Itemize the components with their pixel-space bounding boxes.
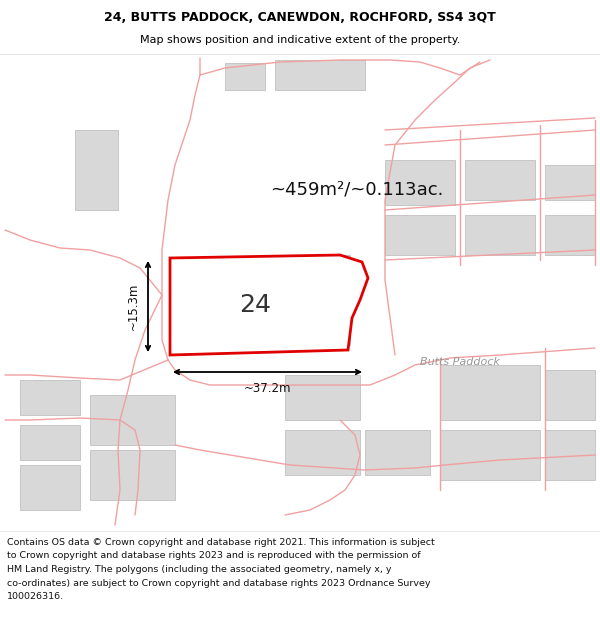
Text: 24, BUTTS PADDOCK, CANEWDON, ROCHFORD, SS4 3QT: 24, BUTTS PADDOCK, CANEWDON, ROCHFORD, S… <box>104 11 496 24</box>
Polygon shape <box>225 63 265 90</box>
Polygon shape <box>170 255 368 355</box>
Polygon shape <box>545 430 595 480</box>
Polygon shape <box>465 215 535 255</box>
Text: Butts Paddock: Butts Paddock <box>420 357 500 367</box>
Polygon shape <box>440 365 540 420</box>
Polygon shape <box>465 160 535 200</box>
Text: Contains OS data © Crown copyright and database right 2021. This information is : Contains OS data © Crown copyright and d… <box>7 538 435 547</box>
Polygon shape <box>90 450 175 500</box>
Polygon shape <box>365 430 430 475</box>
Text: ~37.2m: ~37.2m <box>244 382 291 395</box>
Polygon shape <box>440 430 540 480</box>
Polygon shape <box>385 215 455 255</box>
Text: ~15.3m: ~15.3m <box>127 282 140 330</box>
Polygon shape <box>20 425 80 460</box>
Polygon shape <box>300 305 350 345</box>
Polygon shape <box>90 395 175 445</box>
Text: ~459m²/~0.113ac.: ~459m²/~0.113ac. <box>270 181 443 199</box>
Text: HM Land Registry. The polygons (including the associated geometry, namely x, y: HM Land Registry. The polygons (includin… <box>7 565 392 574</box>
Polygon shape <box>300 255 350 295</box>
Polygon shape <box>285 375 360 420</box>
Text: 100026316.: 100026316. <box>7 592 64 601</box>
Polygon shape <box>545 165 595 200</box>
Polygon shape <box>545 215 595 255</box>
Text: Map shows position and indicative extent of the property.: Map shows position and indicative extent… <box>140 34 460 44</box>
Polygon shape <box>20 380 80 415</box>
Polygon shape <box>285 430 360 475</box>
Polygon shape <box>385 160 455 205</box>
Polygon shape <box>20 465 80 510</box>
Text: 24: 24 <box>239 293 271 317</box>
Polygon shape <box>75 130 118 210</box>
Polygon shape <box>545 370 595 420</box>
Polygon shape <box>275 60 365 90</box>
Text: co-ordinates) are subject to Crown copyright and database rights 2023 Ordnance S: co-ordinates) are subject to Crown copyr… <box>7 579 431 587</box>
Text: to Crown copyright and database rights 2023 and is reproduced with the permissio: to Crown copyright and database rights 2… <box>7 551 421 561</box>
